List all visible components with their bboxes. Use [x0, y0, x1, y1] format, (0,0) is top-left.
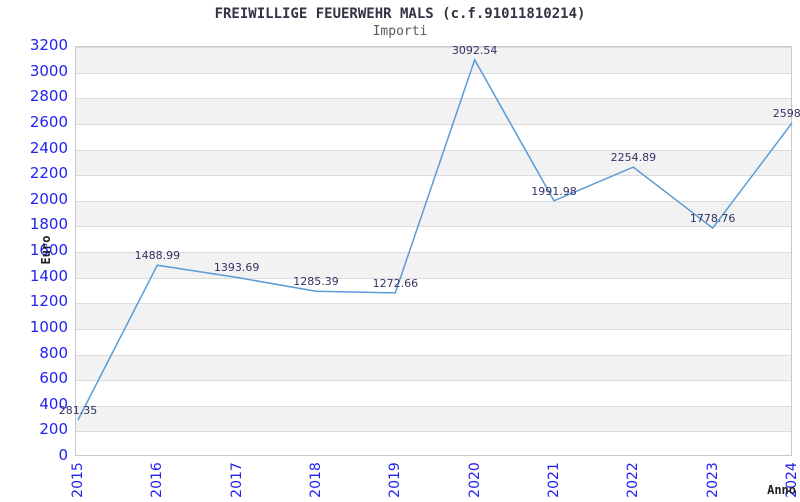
y-tick-label: 3200	[29, 36, 68, 54]
data-point-label: 1778.76	[689, 212, 736, 226]
x-tick-label: 2023	[704, 462, 721, 498]
y-tick-label: 600	[39, 369, 68, 388]
data-point-label: 2254.89	[610, 151, 657, 165]
gridline	[76, 200, 791, 202]
y-tick-label: 0	[58, 446, 68, 464]
grid-band	[76, 98, 791, 124]
gridline	[76, 354, 791, 356]
grid-band	[76, 149, 791, 176]
gridline	[76, 47, 791, 48]
y-tick-label: 3000	[29, 61, 68, 80]
gridline	[76, 405, 791, 407]
gridline	[76, 98, 791, 100]
y-tick-label: 2800	[29, 87, 68, 106]
data-point-label: 1272.66	[372, 276, 419, 290]
grid-band	[76, 252, 791, 278]
data-point-label: 281.35	[58, 403, 98, 417]
y-tick-label: 1400	[29, 266, 68, 285]
y-tick-label: 1000	[29, 317, 68, 336]
y-tick-label: 2000	[29, 189, 68, 208]
gridline	[76, 277, 791, 279]
grid-band	[76, 47, 791, 73]
chart-title: FREIWILLIGE FEUERWEHR MALS (c.f.91011810…	[214, 6, 586, 22]
y-tick-label: 1600	[29, 241, 68, 259]
x-tick-label: 2020	[466, 462, 483, 498]
data-point-label: 1488.99	[134, 249, 181, 263]
y-tick-label: 2400	[29, 138, 68, 157]
gridline	[76, 149, 791, 151]
grid-band	[76, 200, 791, 227]
y-tick-label: 2600	[29, 112, 68, 131]
grid-band	[76, 405, 791, 432]
x-tick-label: 2019	[387, 462, 404, 498]
data-point-label: 3092.54	[451, 43, 498, 57]
x-axis-title: Anno	[767, 483, 796, 497]
gridline	[76, 431, 791, 433]
grid-band	[76, 303, 791, 329]
y-tick-label: 200	[39, 420, 68, 439]
x-tick-label: 2018	[308, 462, 324, 498]
x-tick-label: 2022	[625, 462, 642, 498]
data-point-label: 1991.98	[531, 184, 577, 198]
data-point-label: 2598.9	[772, 107, 800, 121]
y-tick-label: 1200	[29, 292, 68, 311]
x-tick-label: 2017	[228, 462, 245, 498]
x-tick-label: 2016	[149, 462, 166, 498]
gridline	[76, 226, 791, 228]
y-tick-label: 1800	[29, 215, 68, 234]
data-point-label: 1393.69	[213, 261, 260, 275]
gridline	[76, 328, 791, 330]
x-tick-label: 2021	[546, 462, 562, 498]
y-tick-label: 800	[39, 343, 68, 362]
plot-area	[75, 46, 792, 456]
data-point-label: 1285.39	[293, 275, 339, 289]
gridline	[76, 380, 791, 382]
y-tick-label: 2200	[29, 164, 68, 183]
gridline	[76, 303, 791, 305]
chart-subtitle: Importi	[372, 24, 428, 39]
gridline	[76, 72, 791, 74]
grid-band	[76, 354, 791, 381]
y-tick-label: 400	[39, 394, 68, 413]
gridline	[76, 175, 791, 177]
gridline	[76, 252, 791, 253]
y-axis-title: Euro	[39, 235, 53, 265]
x-tick-label: 2015	[70, 462, 86, 498]
gridline	[76, 123, 791, 125]
